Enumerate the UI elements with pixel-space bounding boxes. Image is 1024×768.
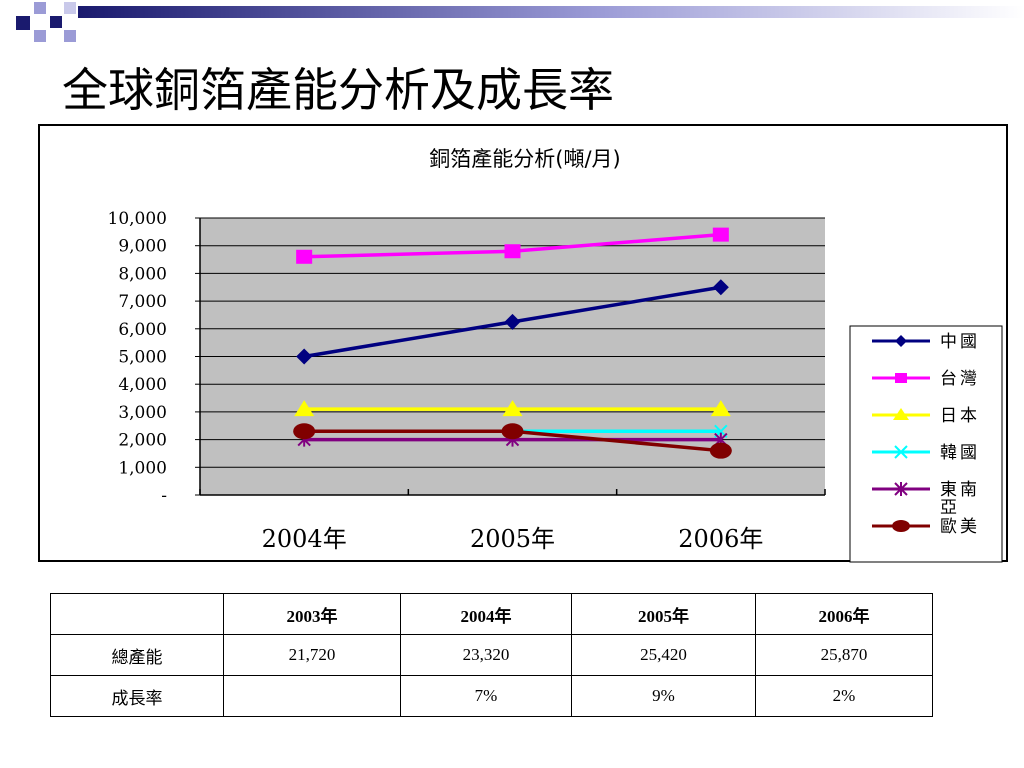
- table-cell: 21,720: [223, 634, 401, 676]
- legend-label: 東南: [940, 480, 980, 500]
- table-row: 成長率 7% 9% 2%: [50, 675, 933, 717]
- data-point: [709, 442, 732, 459]
- table-cell: 7%: [400, 675, 572, 717]
- deco-square: [16, 16, 30, 30]
- table-header-row: 2003年 2004年 2005年 2006年: [50, 593, 933, 635]
- legend-label: 日本: [940, 406, 980, 426]
- table-header-cell: 2003年: [223, 593, 401, 635]
- slide-title: 全球銅箔產能分析及成長率: [62, 63, 614, 117]
- header-gradient-bar: [78, 6, 1024, 18]
- y-tick-label: 1,000: [118, 458, 167, 478]
- y-tick-label: 9,000: [118, 237, 167, 257]
- legend-label: 韓國: [940, 443, 980, 463]
- y-tick-label: 6,000: [118, 320, 167, 340]
- table-row: 總產能 21,720 23,320 25,420 25,870: [50, 634, 933, 676]
- y-tick-label: 8,000: [118, 264, 167, 284]
- y-tick-label: 2,000: [118, 431, 167, 451]
- y-tick-label: 7,000: [118, 292, 167, 312]
- deco-square: [34, 30, 46, 42]
- deco-square: [50, 16, 62, 28]
- y-tick-label: -: [161, 486, 167, 506]
- data-point: [895, 335, 907, 347]
- data-point: [895, 373, 907, 383]
- table-header-cell: [50, 593, 224, 635]
- data-point: [710, 400, 731, 417]
- y-tick-label: 4,000: [118, 375, 167, 395]
- data-point: [296, 348, 313, 365]
- legend-box: [849, 325, 1003, 563]
- legend-label: 亞: [940, 498, 960, 518]
- data-point: [504, 244, 521, 259]
- table-cell: [223, 675, 401, 717]
- x-tick-label: 2005年: [470, 525, 555, 553]
- deco-square: [34, 2, 46, 14]
- data-point: [712, 279, 729, 296]
- capacity-table: 2003年 2004年 2005年 2006年 總產能 21,720 23,32…: [50, 593, 933, 717]
- data-point: [293, 423, 316, 440]
- table-cell: 9%: [571, 675, 756, 717]
- header-decoration: [16, 2, 1024, 42]
- deco-square: [64, 30, 76, 42]
- x-tick-label: 2004年: [262, 525, 347, 553]
- table-cell: 25,420: [571, 634, 756, 676]
- y-tick-label: 3,000: [118, 403, 167, 423]
- table-cell: 23,320: [400, 634, 572, 676]
- data-point: [894, 445, 908, 459]
- chart-title: 銅箔產能分析(噸/月): [429, 147, 620, 171]
- x-tick-label: 2006年: [678, 525, 763, 553]
- table-cell: 2%: [755, 675, 933, 717]
- data-point: [294, 400, 315, 417]
- y-tick-label: 5,000: [118, 348, 167, 368]
- y-tick-label: 10,000: [108, 209, 167, 229]
- data-point: [504, 313, 521, 330]
- table-header-cell: 2006年: [755, 593, 933, 635]
- legend-label: 台灣: [940, 369, 980, 389]
- data-point: [296, 249, 313, 264]
- table-row-label: 總產能: [50, 634, 224, 676]
- data-point: [892, 520, 910, 532]
- table-header-cell: 2004年: [400, 593, 572, 635]
- data-point: [502, 400, 523, 417]
- data-point: [712, 227, 729, 242]
- data-point: [894, 482, 908, 496]
- table-header-cell: 2005年: [571, 593, 756, 635]
- table-cell: 25,870: [755, 634, 933, 676]
- legend-label: 歐美: [940, 517, 980, 537]
- deco-square: [64, 2, 76, 14]
- data-point: [501, 423, 524, 440]
- table-row-label: 成長率: [50, 675, 224, 717]
- legend-label: 中國: [940, 332, 980, 352]
- data-point: [893, 408, 909, 420]
